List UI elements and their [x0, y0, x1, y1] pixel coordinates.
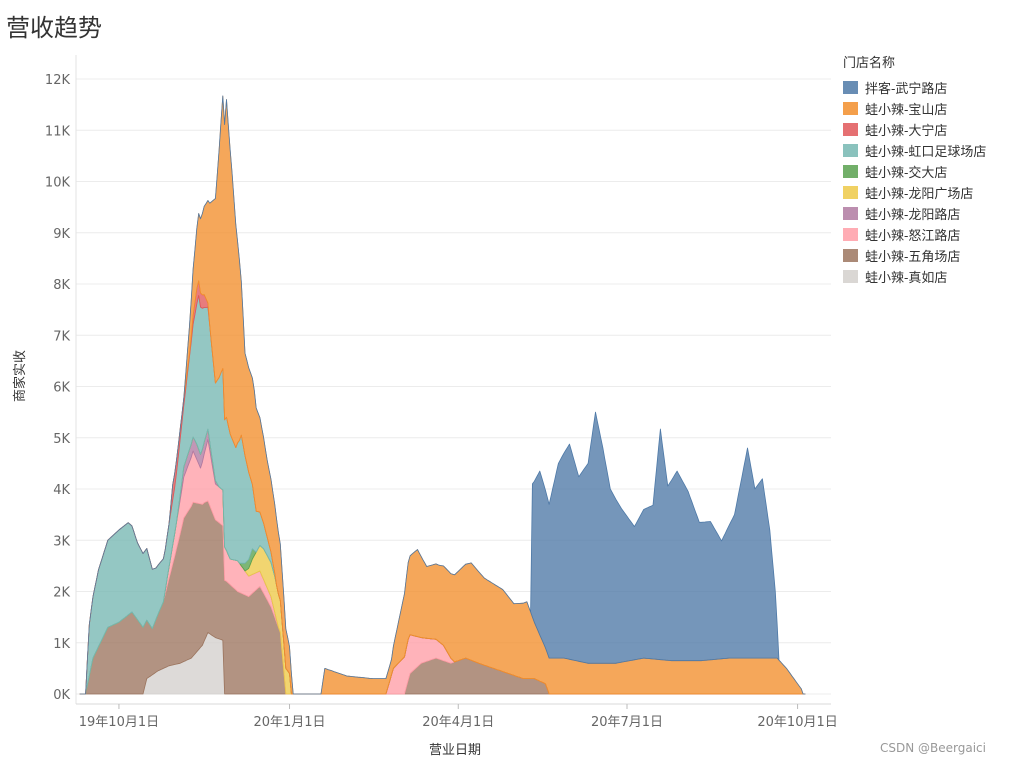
y-tick-label: 3K	[53, 534, 70, 549]
x-tick-label: 20年4月1日	[422, 715, 494, 730]
legend-item[interactable]: 蛙小辣-龙阳路店	[843, 203, 986, 224]
legend-swatch	[843, 81, 858, 94]
series-area	[79, 95, 806, 695]
y-tick-label: 8K	[53, 278, 70, 293]
legend-swatch	[843, 102, 858, 115]
y-tick-label: 7K	[53, 329, 70, 344]
x-tick-label: 20年7月1日	[591, 715, 663, 730]
watermark: CSDN @Beergaici	[880, 741, 986, 755]
legend-items: 拌客-武宁路店 蛙小辣-宝山店 蛙小辣-大宁店 蛙小辣-虹口足球场店 蛙小辣-交大店 蛙小…	[843, 77, 986, 287]
legend-label: 蛙小辣-怒江路店	[865, 229, 961, 244]
chart-axes: 0K 1K 2K 3K 4K 5K 6K 7K 8K 9K 10K 11K 12K 19年10月1日 20年…	[12, 73, 838, 758]
legend-item[interactable]: 蛙小辣-真如店	[843, 266, 986, 287]
legend-label: 蛙小辣-宝山店	[865, 103, 948, 118]
legend-item[interactable]: 蛙小辣-大宁店	[843, 119, 986, 140]
y-tick-label: 4K	[53, 483, 70, 498]
y-tick-label: 2K	[53, 586, 70, 601]
chart-areas	[79, 95, 806, 695]
legend-item[interactable]: 蛙小辣-龙阳广场店	[843, 182, 986, 203]
x-tick-label: 19年10月1日	[79, 715, 159, 730]
x-axis-title: 营业日期	[429, 743, 481, 758]
legend-title: 门店名称	[843, 56, 896, 71]
legend-label: 蛙小辣-五角场店	[865, 250, 961, 265]
legend-item[interactable]: 蛙小辣-五角场店	[843, 245, 986, 266]
legend-swatch	[843, 270, 858, 283]
x-tick-label: 20年10月1日	[757, 715, 837, 730]
legend-item[interactable]: 蛙小辣-怒江路店	[843, 224, 986, 245]
legend-label: 蛙小辣-大宁店	[865, 124, 948, 139]
legend-item[interactable]: 蛙小辣-宝山店	[843, 98, 986, 119]
page-title: 营收趋势	[6, 14, 102, 42]
y-tick-label: 6K	[53, 381, 70, 396]
legend-label: 蛙小辣-虹口足球场店	[865, 145, 987, 160]
y-tick-label: 1K	[53, 637, 70, 652]
legend-swatch	[843, 207, 858, 220]
legend-label: 蛙小辣-交大店	[865, 166, 948, 181]
legend-item[interactable]: 蛙小辣-交大店	[843, 161, 986, 182]
legend-swatch	[843, 249, 858, 262]
x-tick-label: 20年1月1日	[253, 715, 325, 730]
y-tick-label: 10K	[45, 176, 71, 191]
legend-item[interactable]: 拌客-武宁路店	[843, 77, 986, 98]
legend-label: 蛙小辣-真如店	[865, 271, 948, 286]
legend-swatch	[843, 123, 858, 136]
legend-item[interactable]: 蛙小辣-虹口足球场店	[843, 140, 986, 161]
y-tick-label: 5K	[53, 432, 70, 447]
legend-label: 蛙小辣-龙阳路店	[865, 208, 961, 223]
y-axis-title: 商家实收	[12, 350, 28, 402]
y-tick-label: 9K	[53, 227, 70, 242]
legend-swatch	[843, 165, 858, 178]
legend-swatch	[843, 228, 858, 241]
legend-label: 蛙小辣-龙阳广场店	[865, 187, 974, 202]
legend-swatch	[843, 144, 858, 157]
y-tick-label: 0K	[53, 688, 70, 703]
y-tick-label: 11K	[45, 124, 71, 139]
legend-swatch	[843, 186, 858, 199]
legend: 门店名称 拌客-武宁路店 蛙小辣-宝山店 蛙小辣-大宁店蛙小辣-虹口足球场店 蛙小辣-…	[843, 52, 986, 287]
legend-label: 拌客-武宁路店	[865, 82, 948, 97]
y-tick-label: 12K	[45, 73, 71, 88]
